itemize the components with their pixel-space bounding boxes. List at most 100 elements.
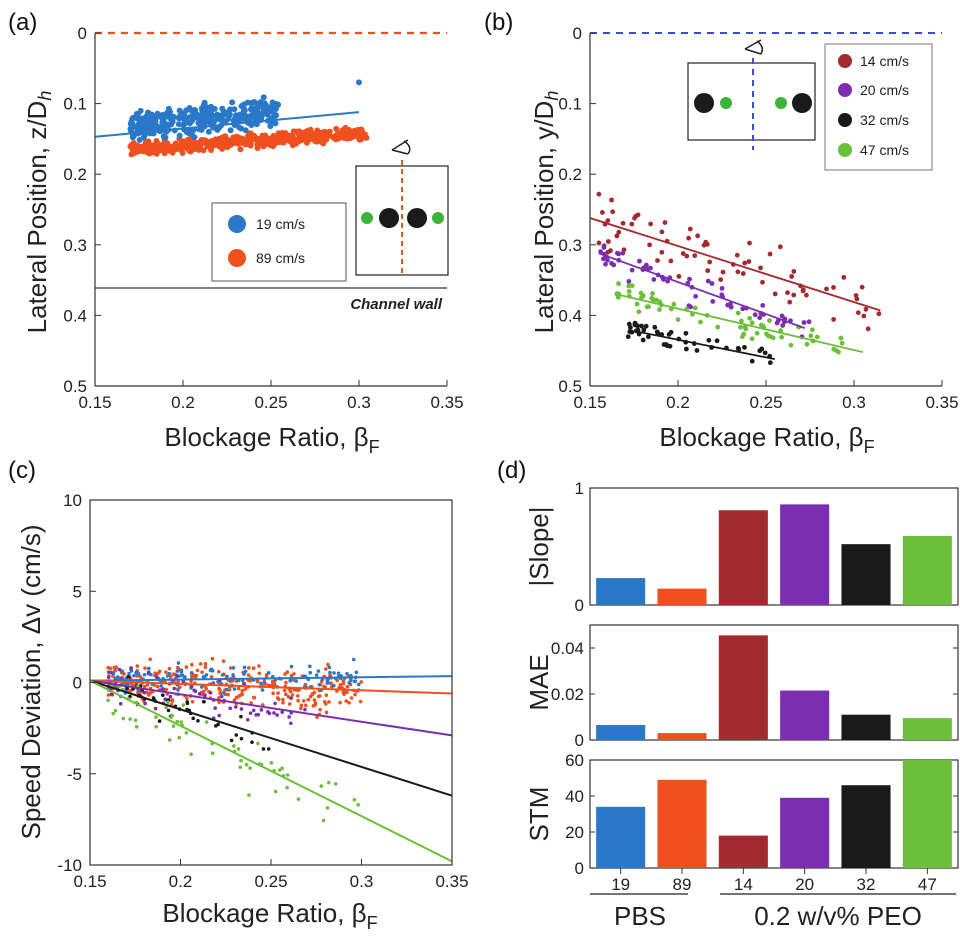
panel-b-point-20cms — [779, 313, 785, 319]
panel-d-ytick-label: 60 — [565, 751, 584, 770]
panel-b-point-47cms — [650, 291, 655, 296]
panel-c-point-47cms — [177, 735, 182, 740]
panel-c-point-89cms — [216, 669, 221, 674]
panel-c-ytick-label: 5 — [73, 582, 82, 601]
panel-c-point-19cms — [113, 676, 118, 681]
panel-b-point-32cms — [640, 337, 646, 343]
panel-c-point-19cms — [356, 682, 361, 687]
panel-c-point-47cms — [280, 766, 284, 771]
panel-b-point-32cms — [655, 330, 661, 336]
panel-c-point-89cms — [221, 659, 226, 663]
pbs-group-label: PBS — [614, 901, 666, 931]
panel-b-point-20cms — [719, 285, 725, 291]
panel-c-point-19cms — [189, 670, 194, 675]
panel-b-point-47cms — [758, 322, 764, 328]
panel-b-point-14cms — [605, 218, 611, 223]
panel-b-point-14cms — [707, 259, 713, 265]
panel-c-point-20cms — [109, 692, 114, 697]
panel-b-point-20cms — [705, 278, 711, 284]
panel-b-point-14cms — [865, 326, 871, 332]
panel-c-point-89cms — [157, 669, 162, 674]
panel-d-bar-Slope-19 — [596, 578, 646, 605]
panel-c-point-19cms — [165, 674, 170, 678]
panel-c-point-19cms — [225, 674, 229, 679]
panel-a-legend-label-89: 89 cm/s — [256, 250, 305, 266]
panel-c-point-89cms — [146, 693, 151, 697]
panel-c-point-89cms — [200, 670, 204, 674]
panel-c-point-47cms — [256, 741, 260, 746]
panel-c-point-32cms — [266, 747, 271, 751]
panel-c-point-89cms — [237, 693, 242, 698]
panel-a-point-89cms — [356, 136, 363, 143]
panel-a-x-axis-label: Blockage Ratio, βF — [164, 422, 379, 457]
panel-b-point-20cms — [614, 250, 620, 256]
panel-c-point-89cms — [236, 686, 241, 691]
panel-b-point-14cms — [760, 279, 765, 285]
panel-a-ytick-label: 0.5 — [63, 377, 87, 396]
panel-b-point-47cms — [657, 307, 662, 313]
panel-c-point-89cms — [315, 715, 319, 719]
panel-c-point-89cms — [142, 684, 147, 689]
panel-c-point-47cms — [128, 717, 132, 721]
panel-b-point-32cms — [652, 324, 658, 330]
panel-b-point-20cms — [620, 250, 626, 256]
panel-c-point-89cms — [312, 698, 317, 702]
panel-b-point-20cms — [806, 319, 812, 325]
panel-a-legend-box — [211, 202, 347, 282]
panel-a-point-19cms — [272, 112, 279, 119]
panel-d-subplot-ylabel-0: |Slope| — [524, 506, 554, 586]
panel-c-point-20cms — [254, 713, 258, 717]
panel-a-point-89cms — [307, 126, 314, 133]
panel-c-point-89cms — [344, 699, 349, 703]
panel-a-legend-marker-19 — [228, 215, 246, 233]
panel-b-point-47cms — [770, 335, 776, 341]
panel-b-point-47cms — [808, 333, 814, 339]
panel-a-point-19cms — [218, 115, 225, 122]
panel-a-point-19cms — [129, 134, 136, 141]
panel-c-fit-lines — [89, 675, 453, 863]
panel-c-point-32cms — [185, 700, 190, 704]
panel-b-point-14cms — [854, 296, 860, 302]
panel-a-point-19cms — [160, 121, 167, 128]
panel-c-point-47cms — [238, 765, 243, 769]
panel-b-point-32cms — [626, 321, 632, 327]
panel-b-point-20cms — [760, 302, 766, 308]
panel-a-point-89cms — [245, 135, 252, 142]
panel-c-point-89cms — [313, 701, 318, 705]
panel-d-bar-STM-89 — [657, 779, 707, 868]
panel-a-point-19cms — [137, 107, 144, 114]
panel-b-point-14cms — [861, 313, 867, 319]
panel-b-point-20cms — [780, 323, 786, 328]
panel-b-legend-marker-47 — [838, 143, 852, 157]
panel-c-point-19cms — [175, 669, 180, 673]
panel-c-point-19cms — [224, 687, 229, 692]
panel-c-point-47cms — [239, 758, 243, 763]
panel-c-point-89cms — [322, 684, 326, 689]
panel-a-point-19cms — [234, 115, 241, 122]
panel-c-point-89cms — [257, 671, 262, 676]
panel-c-point-89cms — [327, 700, 331, 704]
panel-c-point-89cms — [310, 692, 315, 696]
panel-c-point-20cms — [193, 689, 198, 694]
panel-c-point-20cms — [153, 706, 158, 711]
panel-b-point-47cms — [626, 283, 632, 289]
panel-a-point-89cms — [208, 147, 215, 154]
panel-c-point-19cms — [159, 684, 163, 688]
panel-a-point-89cms — [260, 143, 267, 150]
panel-c-xtick-label: 0.35 — [435, 872, 468, 891]
panel-c-point-19cms — [242, 665, 247, 670]
panel-d-bar-MAE-20 — [780, 690, 830, 740]
panel-b-point-20cms — [709, 281, 715, 286]
panel-b-point-47cms — [779, 334, 785, 340]
panel-b-ytick-label: 0.4 — [558, 306, 582, 325]
panel-b-point-20cms — [601, 256, 606, 262]
panel-a-point-89cms — [237, 146, 244, 153]
panel-d-bar-STM-32 — [841, 785, 891, 868]
panel-a-point-19cms — [175, 121, 182, 128]
panel-c-point-19cms — [353, 679, 358, 683]
panel-b-point-47cms — [644, 304, 650, 310]
panel-c-point-47cms — [134, 725, 139, 729]
panel-b-ytick-label: 0.5 — [558, 377, 582, 396]
panel-c-point-89cms — [210, 656, 215, 661]
